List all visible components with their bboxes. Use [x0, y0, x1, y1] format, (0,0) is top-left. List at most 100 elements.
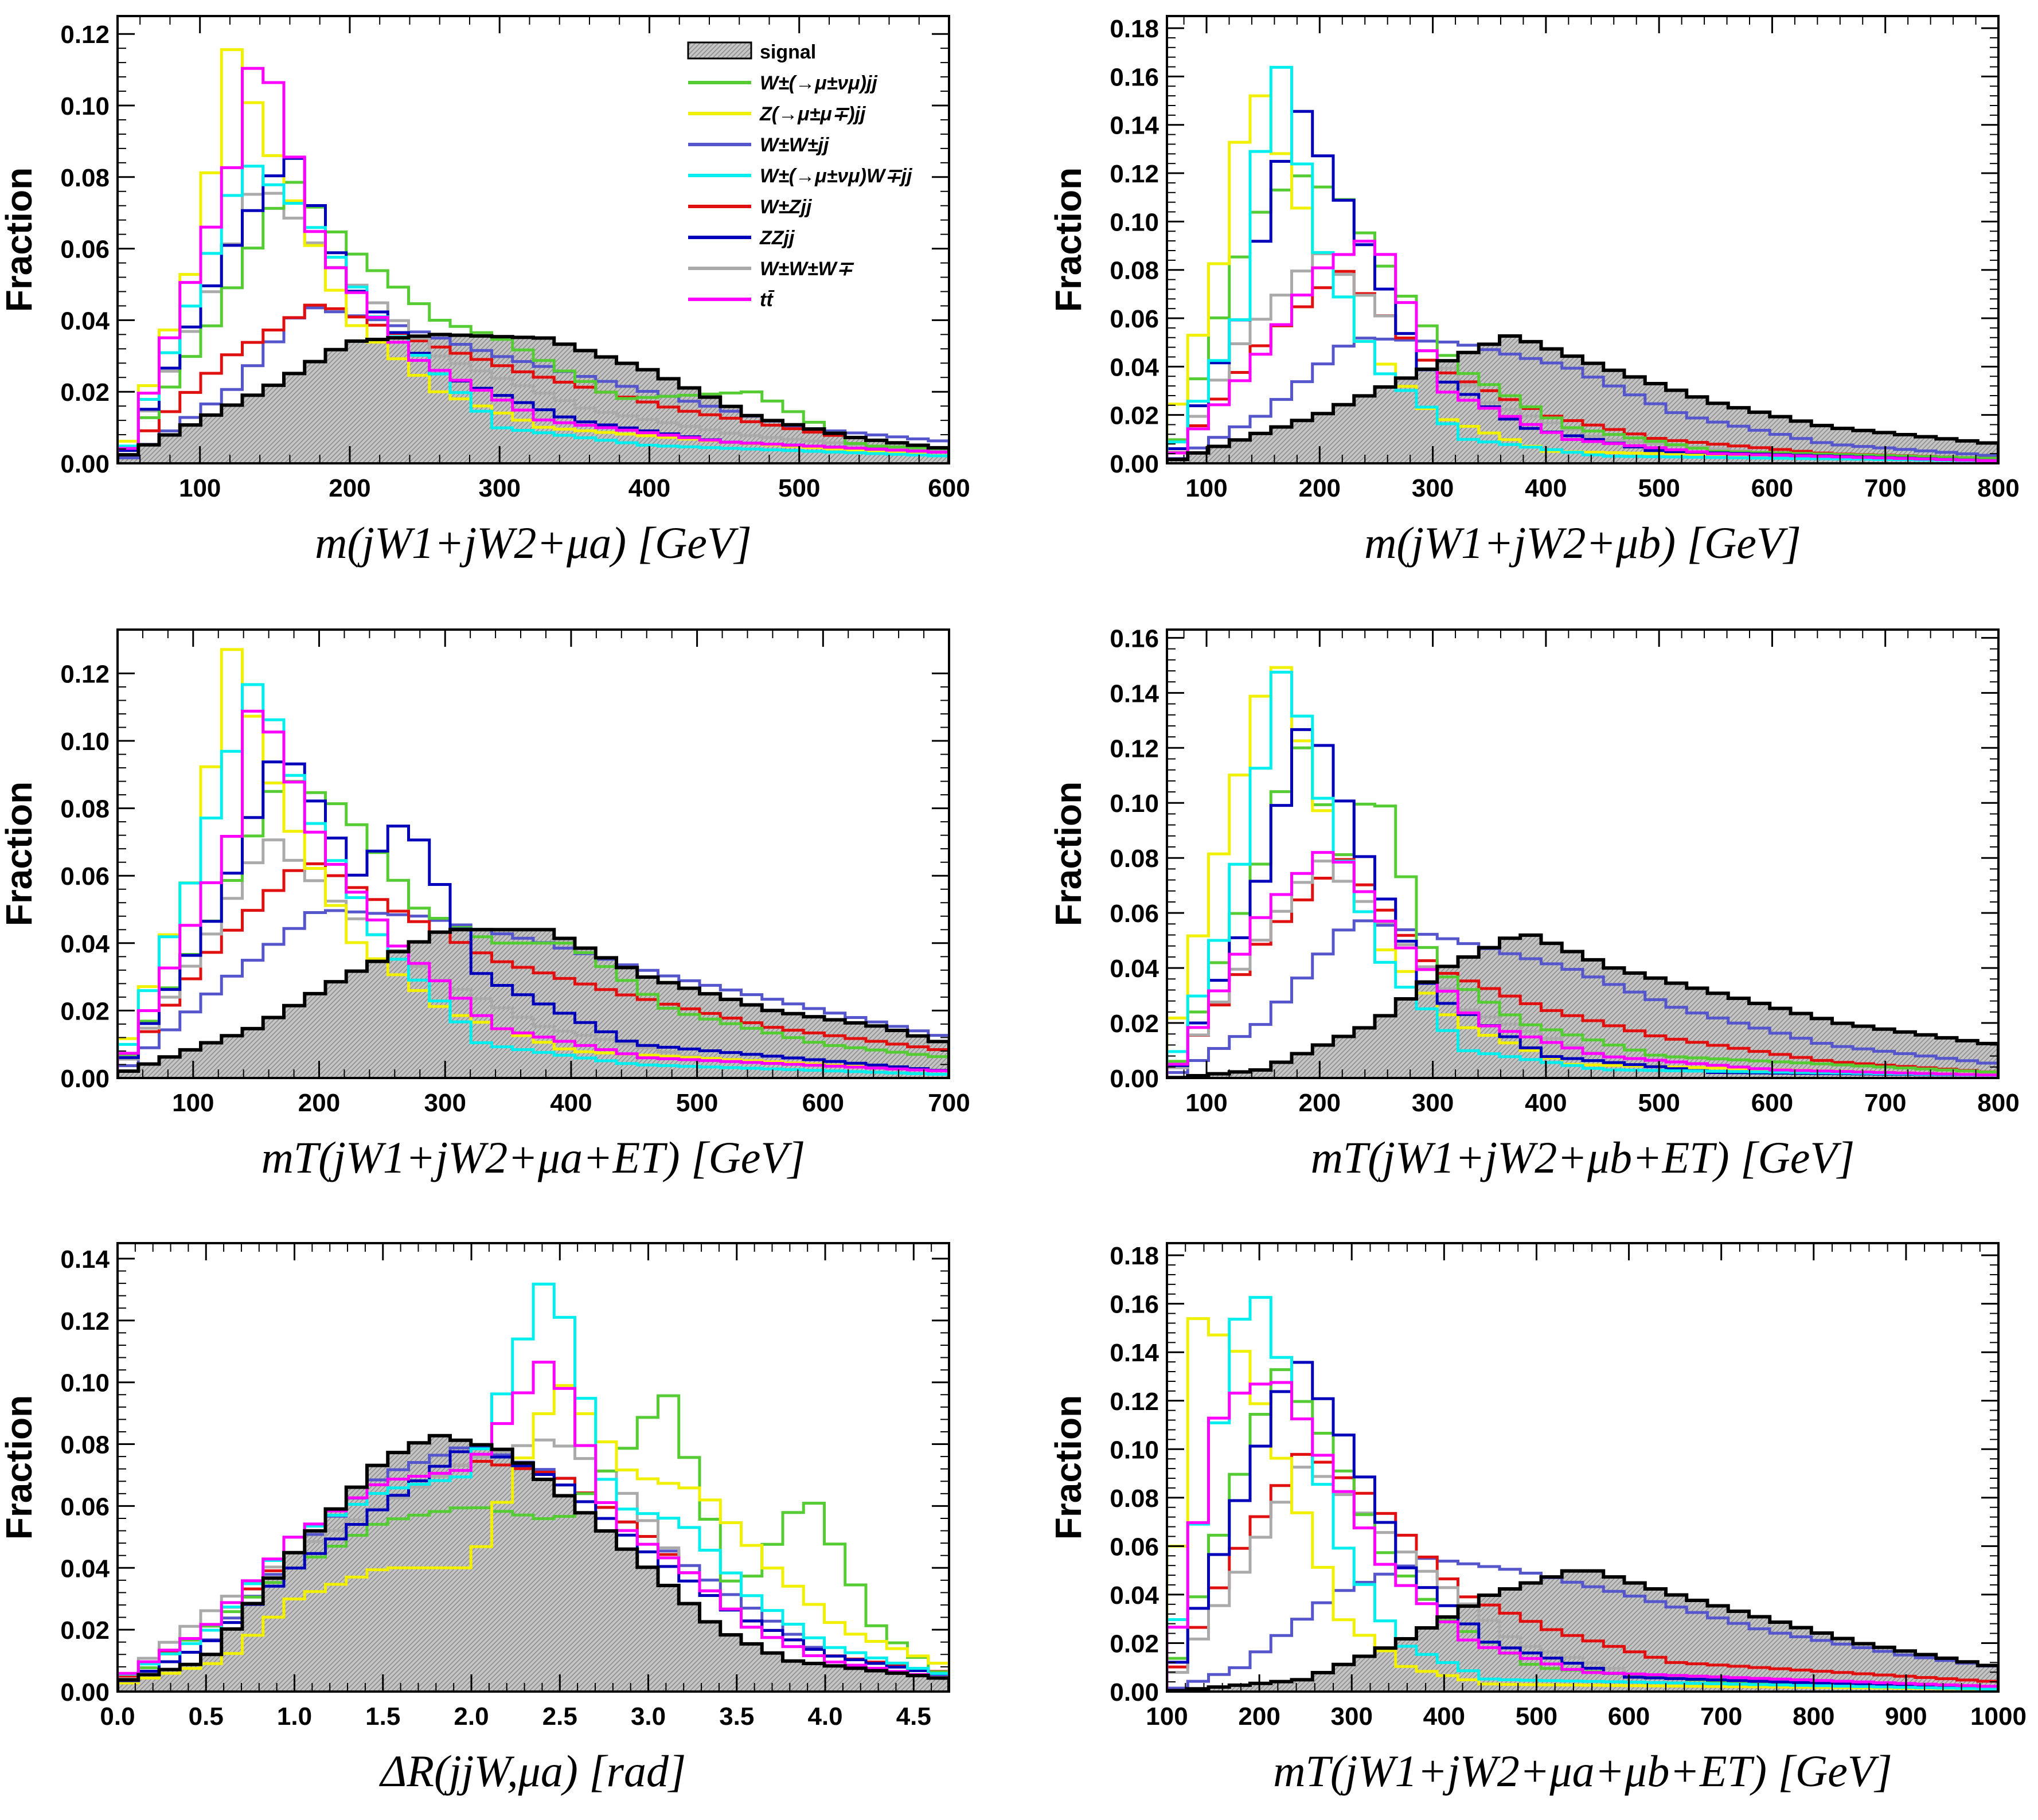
x-tick-label: 4.0 — [807, 1702, 842, 1731]
x-tick-label: 300 — [1412, 474, 1454, 502]
x-tick-label: 200 — [1299, 1089, 1341, 1117]
legend-label-wwjj: W±W±jj — [760, 134, 830, 156]
legend-label-signal: signal — [760, 41, 816, 63]
legend-label-zmumujj: Z(→μ±μ∓)jj — [759, 103, 866, 125]
x-tick-label: 100 — [1185, 1089, 1227, 1117]
plot-content — [118, 48, 949, 463]
legend-label-wmunujj: W±(→μ±νμ)jj — [760, 72, 878, 94]
x-tick-label: 3.0 — [631, 1702, 666, 1731]
series-signal-fill — [1167, 1571, 1998, 1692]
x-axis-label: mT(jW1+jW2+μa+μb+ET) [GeV] — [1273, 1746, 1892, 1796]
y-tick-label: 0.04 — [1110, 353, 1159, 381]
plot-content — [1167, 65, 1998, 463]
y-tick-label: 0.14 — [60, 1245, 110, 1274]
x-tick-label: 800 — [1793, 1702, 1834, 1731]
y-tick-label: 0.06 — [1110, 1533, 1159, 1561]
series-signal — [118, 333, 949, 463]
y-tick-label: 0.04 — [60, 1555, 110, 1583]
y-tick-label: 0.02 — [60, 997, 110, 1025]
series-signal — [118, 1434, 949, 1692]
x-axis-label: mT(jW1+jW2+μb+ET) [GeV] — [1311, 1132, 1855, 1182]
y-tick-label: 0.06 — [60, 862, 110, 891]
series-wzjj — [1167, 1452, 1998, 1692]
y-tick-label: 0.04 — [60, 307, 110, 335]
y-tick-label: 0.12 — [1110, 735, 1159, 763]
x-tick-label: 200 — [329, 474, 370, 502]
y-tick-label: 0.00 — [60, 1065, 110, 1093]
series-wmunuwjj — [118, 1282, 949, 1692]
x-tick-label: 300 — [1331, 1702, 1373, 1731]
series-ttbar — [1167, 1381, 1998, 1692]
series-ttbar — [1167, 240, 1998, 463]
x-tick-label: 100 — [179, 474, 221, 502]
chart-panel-4: 0.00 0.02 0.04 0.06 0.08 0.10 0.12 0.14 0.16 100 2… — [1048, 624, 2020, 1182]
legend-label-www: W±W±W∓ — [760, 258, 854, 280]
x-tick-label: 1.5 — [365, 1702, 400, 1731]
series-ttbar — [118, 1361, 949, 1692]
y-tick-label: 0.04 — [1110, 955, 1159, 983]
series-signal-fill — [1167, 335, 1998, 463]
series-signal-fill — [118, 334, 949, 463]
plot-frame — [1166, 15, 2000, 464]
y-tick-label: 0.00 — [1110, 450, 1159, 478]
chart-panel-5: 0.00 0.02 0.04 0.06 0.08 0.10 0.12 0.14 0.0 0.5 1.… — [0, 1242, 950, 1796]
x-tick-label: 2.0 — [454, 1702, 489, 1731]
series-signal — [1167, 334, 1998, 463]
x-tick-label: 500 — [1638, 1089, 1680, 1117]
x-tick-label: 300 — [1412, 1089, 1454, 1117]
plot-frame — [1166, 628, 2000, 1079]
series-wwjj — [1167, 919, 1998, 1078]
x-tick-label: 500 — [1638, 474, 1680, 502]
series-ttbar — [118, 67, 949, 463]
x-tick-label: 400 — [550, 1089, 592, 1117]
y-tick-label: 0.12 — [60, 1307, 110, 1335]
x-tick-label: 400 — [628, 474, 670, 502]
x-tick-label: 300 — [424, 1089, 466, 1117]
series-ttbar — [118, 709, 949, 1078]
y-tick-label: 0.10 — [60, 728, 110, 756]
chart-panel-1: 0.00 0.02 0.04 0.06 0.08 0.10 0.12 100 200 300 400… — [0, 15, 970, 568]
series-wzjj — [118, 303, 949, 463]
y-axis-label: Fraction — [1048, 1395, 1089, 1540]
y-tick-label: 0.16 — [1110, 624, 1159, 653]
x-tick-label: 0.0 — [100, 1702, 135, 1731]
series-signal — [118, 928, 949, 1078]
x-tick-label: 700 — [1864, 474, 1906, 502]
x-tick-label: 600 — [1751, 474, 1793, 502]
y-tick-label: 0.10 — [60, 1369, 110, 1397]
series-wmunujj — [1167, 746, 1998, 1078]
x-tick-label: 1000 — [1970, 1702, 2027, 1731]
x-tick-label: 400 — [1525, 1089, 1567, 1117]
plot-frame — [1166, 1242, 2000, 1693]
y-tick-label: 0.08 — [60, 1431, 110, 1459]
x-tick-label: 3.5 — [719, 1702, 754, 1731]
plot-content — [1167, 1296, 1998, 1692]
x-tick-label: 300 — [479, 474, 521, 502]
x-tick-label: 600 — [1751, 1089, 1793, 1117]
y-tick-label: 0.02 — [60, 1616, 110, 1645]
x-tick-label: 200 — [298, 1089, 340, 1117]
x-tick-label: 400 — [1525, 474, 1567, 502]
plot-content — [1167, 666, 1998, 1078]
series-zzjj — [118, 760, 949, 1078]
x-tick-label: 4.5 — [896, 1702, 931, 1731]
plot-frame — [116, 1242, 950, 1693]
series-wwjj — [1167, 1557, 1998, 1692]
y-tick-label: 0.00 — [60, 450, 110, 478]
y-tick-label: 0.02 — [1110, 402, 1159, 430]
x-tick-label: 700 — [1700, 1702, 1742, 1731]
y-tick-label: 0.06 — [60, 1493, 110, 1521]
series-wmunujj — [118, 1394, 949, 1692]
y-tick-label: 0.02 — [1110, 1010, 1159, 1038]
x-axis-label: m(jW1+jW2+μa) [GeV] — [315, 518, 752, 568]
y-axis-label: Fraction — [0, 782, 40, 926]
y-tick-label: 0.02 — [60, 378, 110, 407]
series-wzjj — [118, 862, 949, 1078]
chart-panel-3: 0.00 0.02 0.04 0.06 0.08 0.10 0.12 100 200 300 400… — [0, 628, 970, 1182]
x-tick-label: 0.5 — [189, 1702, 224, 1731]
series-zzjj — [1167, 1361, 1998, 1692]
chart-panel-6: 0.00 0.02 0.04 0.06 0.08 0.10 0.12 0.14 0.16 0.18… — [1048, 1242, 2027, 1796]
y-tick-label: 0.16 — [1110, 63, 1159, 91]
y-tick-label: 0.12 — [60, 21, 110, 49]
y-tick-label: 0.12 — [60, 660, 110, 688]
